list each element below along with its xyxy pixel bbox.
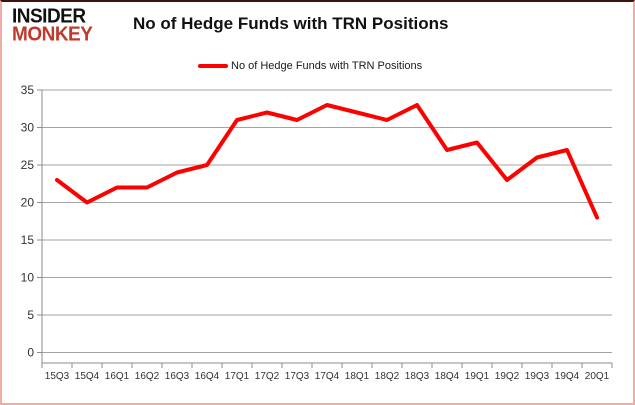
- chart-legend: No of Hedge Funds with TRN Positions: [198, 60, 422, 72]
- x-tick-label: 18Q3: [405, 371, 430, 382]
- y-tick-label: 20: [21, 196, 35, 210]
- y-tick-label: 15: [21, 233, 35, 247]
- x-tick-label: 16Q2: [135, 371, 160, 382]
- x-tick-label: 19Q1: [465, 371, 490, 382]
- x-tick-label: 17Q1: [225, 371, 250, 382]
- x-tick-label: 19Q4: [555, 371, 580, 382]
- y-tick-label: 30: [21, 121, 35, 135]
- y-tick-label: 10: [21, 271, 35, 285]
- logo-monkey-text: MONKEY: [12, 24, 93, 47]
- insider-monkey-logo: INSIDER MONKEY: [12, 5, 93, 47]
- x-tick-label: 19Q2: [495, 371, 520, 382]
- legend-line-swatch: [198, 64, 228, 68]
- legend-label: No of Hedge Funds with TRN Positions: [231, 60, 423, 72]
- chart-title: No of Hedge Funds with TRN Positions: [133, 14, 449, 33]
- y-tick-label: 0: [27, 346, 34, 360]
- x-tick-label: 15Q4: [75, 371, 100, 382]
- x-tick-label: 18Q2: [375, 371, 400, 382]
- y-tick-label: 35: [21, 83, 35, 97]
- x-tick-label: 20Q1: [585, 371, 610, 382]
- x-tick-label: 15Q3: [45, 371, 70, 382]
- x-tick-label: 19Q3: [525, 371, 550, 382]
- data-series-line: [55, 103, 599, 220]
- y-tick-label: 25: [21, 158, 35, 172]
- x-tick-label: 18Q1: [345, 371, 370, 382]
- x-tick-label: 16Q4: [195, 371, 220, 382]
- x-tick-label: 18Q4: [435, 371, 460, 382]
- x-tick-label: 16Q1: [105, 371, 130, 382]
- logo-insider-text: INSIDER: [12, 5, 86, 28]
- x-tick-label: 17Q3: [285, 371, 310, 382]
- x-tick-label: 16Q3: [165, 371, 190, 382]
- x-tick-label: 17Q4: [315, 371, 340, 382]
- y-tick-label: 5: [27, 308, 34, 322]
- x-tick-label: 17Q2: [255, 371, 280, 382]
